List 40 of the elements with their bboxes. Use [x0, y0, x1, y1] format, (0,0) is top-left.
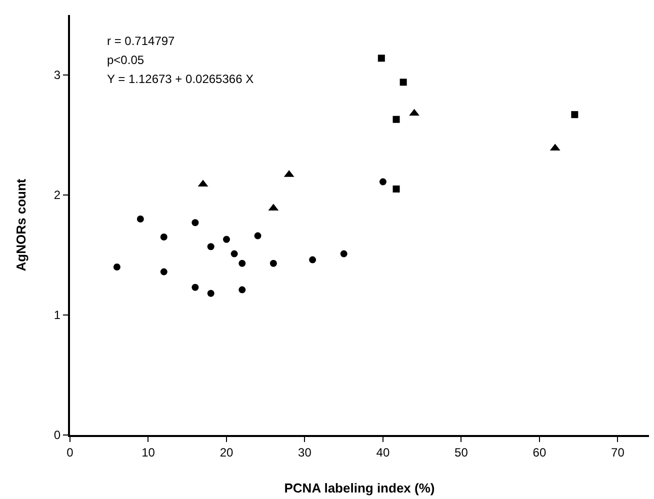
point: [400, 78, 407, 86]
point: [136, 216, 144, 222]
point: [113, 264, 120, 270]
point: [207, 243, 214, 250]
point: [379, 178, 386, 186]
point: [378, 54, 385, 62]
x-tick-label: 10: [142, 445, 156, 460]
point: [392, 116, 400, 123]
point: [409, 108, 420, 116]
annotation: r = 0.714797: [107, 34, 176, 48]
point: [160, 268, 168, 276]
annotation: p<0.05: [107, 53, 144, 67]
x-tick-label: 20: [220, 445, 234, 460]
x-tick-label: 0: [66, 445, 74, 460]
point: [270, 260, 277, 267]
point: [571, 111, 578, 118]
point: [230, 250, 238, 258]
point: [309, 256, 316, 264]
x-tick-label: 70: [611, 445, 625, 460]
point: [340, 250, 348, 258]
point: [192, 219, 199, 226]
point: [238, 286, 246, 294]
x-tick-label: 30: [298, 445, 312, 460]
y-axis-title: AgNORs count: [13, 178, 28, 272]
point: [238, 260, 246, 267]
point: [192, 284, 199, 291]
annotation: Y = 1.12673 + 0.0265366 X: [107, 72, 254, 86]
y-tick-label: 3: [54, 68, 61, 82]
point: [207, 290, 214, 297]
x-tick-label: 60: [532, 445, 546, 460]
point: [254, 232, 262, 240]
y-tick-label: 2: [54, 188, 61, 202]
x-tick-label: 40: [376, 445, 390, 460]
point: [392, 186, 400, 192]
point: [222, 236, 230, 243]
y-tick-label: 0: [54, 428, 61, 442]
y-tick-label: 1: [54, 308, 61, 322]
x-axis-title: PCNA labeling index (%): [284, 480, 435, 496]
point: [160, 234, 168, 240]
x-tick-label: 50: [454, 445, 468, 460]
